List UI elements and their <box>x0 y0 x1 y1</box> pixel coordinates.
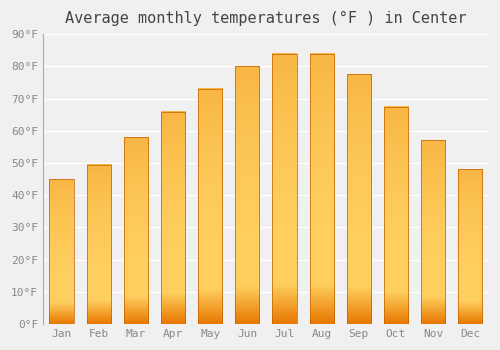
Bar <box>236 66 260 324</box>
Bar <box>310 54 334 324</box>
Bar <box>86 164 111 324</box>
Bar <box>161 112 185 324</box>
Bar <box>198 89 222 324</box>
Bar <box>458 169 482 324</box>
Bar <box>50 179 74 324</box>
Bar <box>421 140 445 324</box>
Bar <box>384 107 408 324</box>
Bar <box>124 137 148 324</box>
Bar <box>347 75 371 324</box>
Title: Average monthly temperatures (°F ) in Center: Average monthly temperatures (°F ) in Ce… <box>65 11 466 26</box>
Bar <box>272 54 296 324</box>
